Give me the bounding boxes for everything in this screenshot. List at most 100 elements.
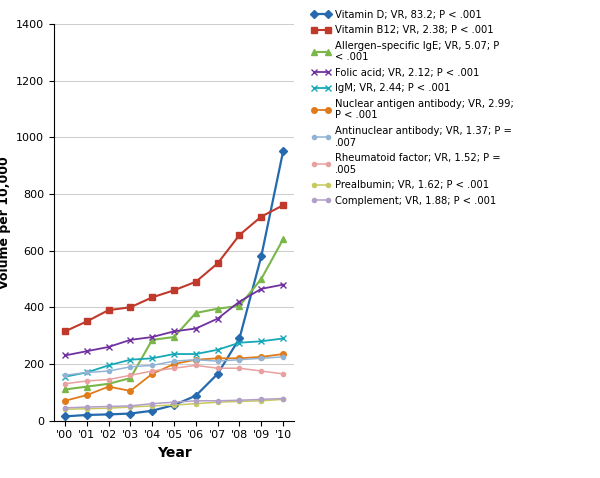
Nuclear antigen antibody; VR, 2.99;
P < .001 <box>214 356 221 361</box>
Line: Allergen–specific IgE; VR, 5.07; P
< .001: Allergen–specific IgE; VR, 5.07; P < .00… <box>62 237 286 392</box>
Allergen–specific IgE; VR, 5.07; P
< .001 <box>127 375 134 381</box>
X-axis label: Year: Year <box>157 446 191 460</box>
Rheumatoid factor; VR, 1.52; P =
.005 <box>83 378 91 384</box>
Antinuclear antibody; VR, 1.37; P =
.007 <box>170 358 178 364</box>
Line: Antinuclear antibody; VR, 1.37; P =
.007: Antinuclear antibody; VR, 1.37; P = .007 <box>63 355 285 378</box>
IgM; VR, 2.44; P < .001 <box>83 369 91 375</box>
Nuclear antigen antibody; VR, 2.99;
P < .001 <box>170 361 178 367</box>
Antinuclear antibody; VR, 1.37; P =
.007 <box>149 362 156 368</box>
Complement; VR, 1.88; P < .001 <box>192 398 199 403</box>
Nuclear antigen antibody; VR, 2.99;
P < .001 <box>192 357 199 363</box>
Vitamin B12; VR, 2.38; P < .001 <box>170 287 178 293</box>
Antinuclear antibody; VR, 1.37; P =
.007 <box>236 357 243 363</box>
Folic acid; VR, 2.12; P < .001 <box>83 348 91 354</box>
Vitamin B12; VR, 2.38; P < .001 <box>127 304 134 310</box>
Rheumatoid factor; VR, 1.52; P =
.005 <box>61 381 68 387</box>
Complement; VR, 1.88; P < .001 <box>280 396 287 402</box>
Line: Complement; VR, 1.88; P < .001: Complement; VR, 1.88; P < .001 <box>63 396 285 410</box>
Rheumatoid factor; VR, 1.52; P =
.005 <box>214 365 221 371</box>
IgM; VR, 2.44; P < .001 <box>105 362 112 368</box>
Nuclear antigen antibody; VR, 2.99;
P < .001 <box>149 371 156 377</box>
Folic acid; VR, 2.12; P < .001 <box>127 337 134 343</box>
Folic acid; VR, 2.12; P < .001 <box>105 344 112 350</box>
Antinuclear antibody; VR, 1.37; P =
.007 <box>280 354 287 360</box>
Prealbumin; VR, 1.62; P < .001 <box>61 406 68 412</box>
Prealbumin; VR, 1.62; P < .001 <box>83 406 91 412</box>
Vitamin D; VR, 83.2; P < .001 <box>236 336 243 341</box>
Folic acid; VR, 2.12; P < .001 <box>192 326 199 331</box>
Line: Nuclear antigen antibody; VR, 2.99;
P < .001: Nuclear antigen antibody; VR, 2.99; P < … <box>62 351 286 403</box>
Folic acid; VR, 2.12; P < .001 <box>236 299 243 304</box>
Vitamin D; VR, 83.2; P < .001 <box>170 402 178 408</box>
Nuclear antigen antibody; VR, 2.99;
P < .001 <box>83 392 91 398</box>
Complement; VR, 1.88; P < .001 <box>83 404 91 410</box>
Complement; VR, 1.88; P < .001 <box>127 403 134 409</box>
Vitamin B12; VR, 2.38; P < .001 <box>105 307 112 313</box>
Antinuclear antibody; VR, 1.37; P =
.007 <box>214 358 221 364</box>
Complement; VR, 1.88; P < .001 <box>105 403 112 409</box>
Vitamin D; VR, 83.2; P < .001 <box>61 413 68 419</box>
Line: Rheumatoid factor; VR, 1.52; P =
.005: Rheumatoid factor; VR, 1.52; P = .005 <box>63 363 285 386</box>
Folic acid; VR, 2.12; P < .001 <box>61 353 68 358</box>
Allergen–specific IgE; VR, 5.07; P
< .001 <box>61 387 68 392</box>
Rheumatoid factor; VR, 1.52; P =
.005 <box>257 368 265 374</box>
Rheumatoid factor; VR, 1.52; P =
.005 <box>105 377 112 382</box>
Folic acid; VR, 2.12; P < .001 <box>257 286 265 292</box>
Prealbumin; VR, 1.62; P < .001 <box>257 398 265 403</box>
Allergen–specific IgE; VR, 5.07; P
< .001 <box>83 384 91 390</box>
Prealbumin; VR, 1.62; P < .001 <box>214 399 221 405</box>
Line: Prealbumin; VR, 1.62; P < .001: Prealbumin; VR, 1.62; P < .001 <box>63 397 285 412</box>
Vitamin B12; VR, 2.38; P < .001 <box>61 328 68 334</box>
Rheumatoid factor; VR, 1.52; P =
.005 <box>170 365 178 371</box>
Allergen–specific IgE; VR, 5.07; P
< .001 <box>257 276 265 282</box>
Vitamin B12; VR, 2.38; P < .001 <box>83 319 91 325</box>
Nuclear antigen antibody; VR, 2.99;
P < .001 <box>61 398 68 403</box>
IgM; VR, 2.44; P < .001 <box>127 357 134 363</box>
IgM; VR, 2.44; P < .001 <box>257 338 265 344</box>
Allergen–specific IgE; VR, 5.07; P
< .001 <box>280 237 287 242</box>
Rheumatoid factor; VR, 1.52; P =
.005 <box>236 365 243 371</box>
Vitamin B12; VR, 2.38; P < .001 <box>236 232 243 238</box>
Rheumatoid factor; VR, 1.52; P =
.005 <box>192 362 199 368</box>
Nuclear antigen antibody; VR, 2.99;
P < .001 <box>127 388 134 394</box>
Prealbumin; VR, 1.62; P < .001 <box>170 402 178 408</box>
Vitamin D; VR, 83.2; P < .001 <box>214 371 221 377</box>
Prealbumin; VR, 1.62; P < .001 <box>127 404 134 410</box>
Vitamin D; VR, 83.2; P < .001 <box>257 253 265 259</box>
Complement; VR, 1.88; P < .001 <box>170 399 178 405</box>
Allergen–specific IgE; VR, 5.07; P
< .001 <box>170 334 178 340</box>
Complement; VR, 1.88; P < .001 <box>149 401 156 406</box>
Vitamin D; VR, 83.2; P < .001 <box>127 411 134 416</box>
Antinuclear antibody; VR, 1.37; P =
.007 <box>127 364 134 369</box>
Antinuclear antibody; VR, 1.37; P =
.007 <box>83 369 91 375</box>
Folic acid; VR, 2.12; P < .001 <box>280 282 287 287</box>
Folic acid; VR, 2.12; P < .001 <box>149 334 156 340</box>
Nuclear antigen antibody; VR, 2.99;
P < .001 <box>257 354 265 360</box>
Nuclear antigen antibody; VR, 2.99;
P < .001 <box>280 351 287 357</box>
Vitamin D; VR, 83.2; P < .001 <box>280 149 287 154</box>
Vitamin D; VR, 83.2; P < .001 <box>83 412 91 418</box>
Prealbumin; VR, 1.62; P < .001 <box>149 403 156 409</box>
Antinuclear antibody; VR, 1.37; P =
.007 <box>105 368 112 374</box>
IgM; VR, 2.44; P < .001 <box>236 340 243 346</box>
Prealbumin; VR, 1.62; P < .001 <box>280 397 287 402</box>
Complement; VR, 1.88; P < .001 <box>61 405 68 411</box>
Complement; VR, 1.88; P < .001 <box>236 397 243 403</box>
Vitamin B12; VR, 2.38; P < .001 <box>280 202 287 208</box>
Rheumatoid factor; VR, 1.52; P =
.005 <box>280 371 287 377</box>
Line: Vitamin D; VR, 83.2; P < .001: Vitamin D; VR, 83.2; P < .001 <box>62 149 286 419</box>
Allergen–specific IgE; VR, 5.07; P
< .001 <box>192 310 199 316</box>
Legend: Vitamin D; VR, 83.2; P < .001, Vitamin B12; VR, 2.38; P < .001, Allergen–specifi: Vitamin D; VR, 83.2; P < .001, Vitamin B… <box>311 10 514 206</box>
Allergen–specific IgE; VR, 5.07; P
< .001 <box>214 306 221 312</box>
Nuclear antigen antibody; VR, 2.99;
P < .001 <box>105 384 112 390</box>
Rheumatoid factor; VR, 1.52; P =
.005 <box>149 368 156 374</box>
IgM; VR, 2.44; P < .001 <box>214 347 221 353</box>
Line: Vitamin B12; VR, 2.38; P < .001: Vitamin B12; VR, 2.38; P < .001 <box>62 203 286 334</box>
IgM; VR, 2.44; P < .001 <box>61 374 68 380</box>
Complement; VR, 1.88; P < .001 <box>257 397 265 402</box>
Prealbumin; VR, 1.62; P < .001 <box>105 405 112 411</box>
Allergen–specific IgE; VR, 5.07; P
< .001 <box>149 337 156 343</box>
Folic acid; VR, 2.12; P < .001 <box>214 316 221 322</box>
Vitamin D; VR, 83.2; P < .001 <box>105 412 112 417</box>
Rheumatoid factor; VR, 1.52; P =
.005 <box>127 372 134 378</box>
